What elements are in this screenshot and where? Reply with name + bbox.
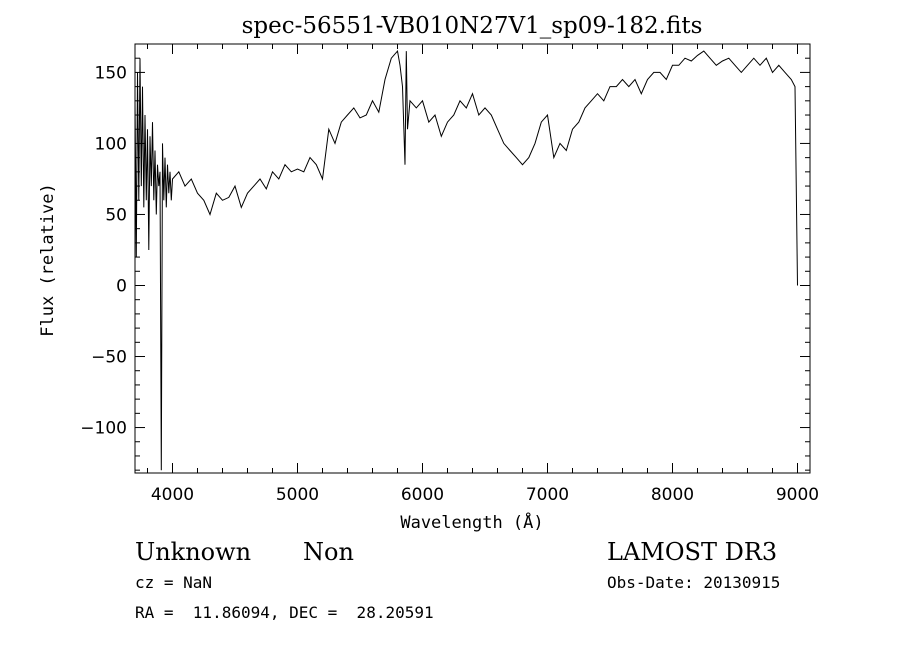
y-tick-label: 50	[105, 205, 127, 225]
class-label: Unknown	[135, 538, 252, 566]
spectrum-series-line	[134, 49, 798, 471]
x-tick-label: 4000	[151, 485, 194, 505]
plot-frame	[134, 43, 811, 474]
x-axis-label: Wavelength (Å)	[400, 511, 543, 533]
chart-title: spec-56551-VB010N27V1_sp09-182.fits	[242, 13, 703, 39]
y-tick-label: −100	[80, 419, 127, 439]
y-tick-label: 0	[116, 276, 127, 296]
cz-value: cz = NaN	[135, 573, 213, 592]
obs-date: Obs-Date: 20130915	[607, 573, 781, 592]
x-tick-label: 5000	[276, 485, 319, 505]
x-tick-label: 9000	[776, 485, 819, 505]
x-tick-label: 7000	[526, 485, 569, 505]
x-tick-label: 6000	[401, 485, 444, 505]
y-tick-label: 100	[95, 134, 127, 154]
y-tick-label: 150	[95, 63, 127, 83]
y-tick-label: −50	[91, 348, 127, 368]
survey-label: LAMOST DR3	[607, 538, 778, 566]
subclass-label: Non	[303, 538, 354, 566]
x-tick-label: 8000	[651, 485, 694, 505]
ra-dec-coordinates: RA = 11.86094, DEC = 28.20591	[135, 603, 434, 622]
y-axis-label: Flux (relative)	[38, 183, 58, 337]
